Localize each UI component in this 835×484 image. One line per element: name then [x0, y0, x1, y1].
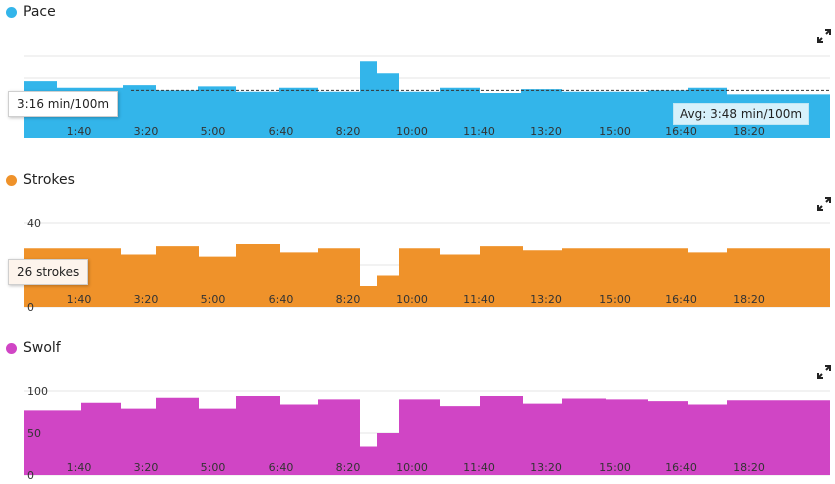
swolf-chart: 0 50 100 1:40 3:20 5:00 6:40 8:20 10:00 11:40 13:2…	[24, 385, 830, 482]
x-tick-label: 8:20	[336, 293, 361, 306]
x-tick-label: 6:40	[269, 461, 294, 474]
y-tick-label: 100	[27, 385, 48, 398]
swolf-legend-dot	[6, 342, 17, 354]
pace-legend-label: Pace	[23, 4, 56, 20]
pace-panel: Pace 1:40 3:20 5:00 6:40 8:20 10:00 11:40 13:20…	[0, 0, 835, 160]
x-tick-label: 11:40	[463, 461, 495, 474]
series-area	[24, 396, 830, 475]
x-tick-label: 15:00	[599, 293, 631, 306]
expand-icon[interactable]	[817, 197, 831, 211]
y-tick-label: 40	[27, 217, 41, 230]
x-tick-label: 16:40	[665, 293, 697, 306]
pace-legend-dot	[6, 6, 17, 18]
x-tick-label: 11:40	[463, 293, 495, 306]
step-bar	[360, 61, 377, 138]
x-tick-label: 11:40	[463, 125, 495, 138]
x-tick-label: 6:40	[269, 125, 294, 138]
x-tick-label: 18:20	[733, 461, 765, 474]
x-tick-label: 1:40	[67, 461, 92, 474]
pace-chart: 1:40 3:20 5:00 6:40 8:20 10:00 11:40 13:20 15:00…	[24, 55, 830, 138]
x-tick-label: 15:00	[599, 461, 631, 474]
series-area	[24, 61, 830, 138]
y-tick-label: 0	[27, 469, 34, 482]
x-tick-label: 10:00	[396, 461, 428, 474]
y-tick-label: 50	[27, 427, 41, 440]
x-tick-label: 1:40	[67, 293, 92, 306]
x-tick-label: 3:20	[134, 125, 159, 138]
x-tick-label: 1:40	[67, 125, 92, 138]
x-tick-label: 13:20	[530, 461, 562, 474]
pace-average-label: Avg: 3:48 min/100m	[673, 103, 810, 125]
series-area	[24, 244, 830, 307]
x-tick-label: 18:20	[733, 293, 765, 306]
x-tick-label: 16:40	[665, 461, 697, 474]
step-bar	[156, 90, 198, 138]
x-tick-label: 6:40	[269, 293, 294, 306]
x-tick-label: 10:00	[396, 125, 428, 138]
x-tick-label: 8:20	[336, 461, 361, 474]
x-tick-label: 3:20	[134, 293, 159, 306]
x-tick-label: 5:00	[201, 461, 226, 474]
swolf-panel: Swolf 0 50 100 1:40 3:20 5:00 6:40 8:20 10:00 11:…	[0, 336, 835, 484]
x-tick-label: 3:20	[134, 461, 159, 474]
step-bar	[156, 398, 199, 475]
strokes-chart: 020401:403:205:006:408:2010:0011:4013:20…	[24, 217, 830, 314]
expand-icon[interactable]	[817, 365, 831, 379]
step-bar	[360, 446, 377, 475]
strokes-tooltip: 26 strokes	[8, 259, 89, 285]
pace-tooltip: 3:16 min/100m	[8, 91, 119, 117]
x-tick-label: 15:00	[599, 125, 631, 138]
expand-icon[interactable]	[817, 29, 831, 43]
x-tick-label: 13:20	[530, 293, 562, 306]
swolf-legend-label: Swolf	[23, 340, 61, 356]
x-tick-label: 13:20	[530, 125, 562, 138]
y-tick-label: 0	[27, 301, 34, 314]
step-bar	[156, 246, 199, 307]
x-tick-label: 8:20	[336, 125, 361, 138]
x-tick-label: 5:00	[201, 125, 226, 138]
strokes-legend-label: Strokes	[23, 172, 75, 188]
x-tick-label: 16:40	[665, 125, 697, 138]
swolf-legend[interactable]: Swolf	[6, 338, 61, 358]
pace-legend[interactable]: Pace	[6, 2, 56, 22]
x-tick-label: 5:00	[201, 293, 226, 306]
strokes-legend[interactable]: Strokes	[6, 170, 75, 190]
step-bar	[360, 286, 377, 307]
strokes-panel: Strokes 020401:403:205:006:408:2010:0011…	[0, 168, 835, 318]
x-tick-label: 10:00	[396, 293, 428, 306]
strokes-legend-dot	[6, 174, 17, 186]
x-tick-label: 18:20	[733, 125, 765, 138]
